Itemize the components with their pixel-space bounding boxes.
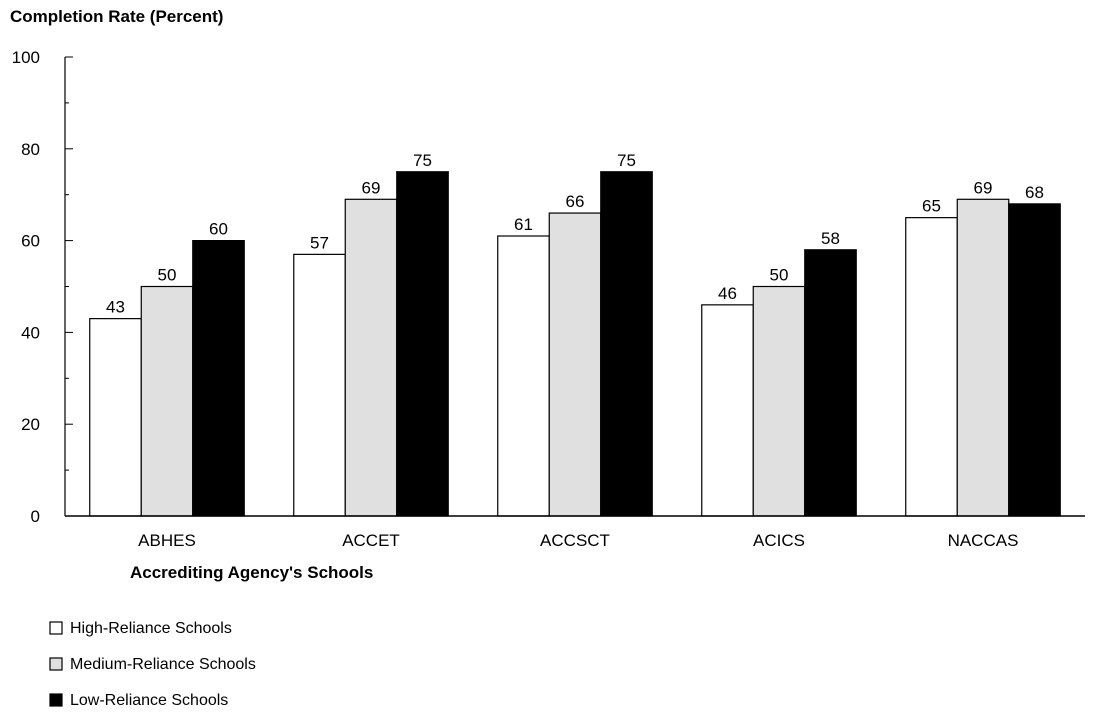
data-labels-group: 43 50 60 57 69 75 61 66 75 46 50 58 65 69 68 (106, 151, 1044, 317)
data-label: 60 (209, 220, 228, 239)
data-label: 75 (413, 151, 432, 170)
bar-accet-medium (344, 198, 398, 517)
bar-naccas-medium (956, 198, 1010, 517)
data-label: 69 (362, 178, 381, 197)
bar-accet-low (396, 171, 449, 517)
bar-naccas-high (905, 217, 958, 517)
y-tick-label: 20 (21, 415, 40, 434)
x-tick-label: ACCSCT (540, 531, 610, 550)
legend-swatch (49, 621, 63, 635)
y-axis: 0 20 40 60 80 100 (12, 48, 73, 526)
bar-accsct-medium (548, 212, 602, 517)
data-label: 68 (1025, 183, 1044, 202)
chart-title: Completion Rate (Percent) (10, 7, 223, 26)
x-tick-label: ABHES (138, 531, 196, 550)
data-label: 57 (310, 233, 329, 252)
y-tick-label: 0 (31, 507, 40, 526)
y-tick-label: 100 (12, 48, 40, 67)
x-tick-label: ACICS (753, 531, 805, 550)
data-label: 65 (922, 197, 941, 216)
bar-abhes-high (89, 318, 142, 517)
legend-entry: High-Reliance Schools (70, 620, 232, 637)
legend-entry: Low-Reliance Schools (70, 692, 228, 709)
x-axis-title: Accrediting Agency's Schools (130, 563, 373, 582)
data-label: 58 (821, 229, 840, 248)
data-label: 66 (566, 192, 585, 211)
bar-abhes-medium (140, 285, 194, 517)
x-tick-label: NACCAS (948, 531, 1019, 550)
x-axis: ABHES ACCET ACCSCT ACICS NACCAS (65, 515, 1085, 550)
data-label: 46 (718, 284, 737, 303)
legend-swatch (49, 693, 63, 707)
x-tick-label: ACCET (342, 531, 400, 550)
bar-accsct-high (497, 235, 550, 517)
y-tick-label: 80 (21, 140, 40, 159)
y-tick-label: 40 (21, 323, 40, 342)
legend-swatch (49, 657, 63, 671)
bar-acics-medium (752, 285, 806, 517)
data-label: 69 (974, 178, 993, 197)
bar-accet-high (293, 253, 346, 517)
data-label: 75 (617, 151, 636, 170)
data-label: 43 (106, 298, 125, 317)
y-tick-label: 60 (21, 232, 40, 251)
bar-acics-low (804, 249, 857, 517)
legend: High-Reliance Schools Medium-Reliance Sch… (49, 620, 256, 709)
bar-abhes-low (192, 240, 245, 517)
data-label: 61 (514, 215, 533, 234)
bar-accsct-low (600, 171, 653, 517)
legend-entry: Medium-Reliance Schools (70, 656, 256, 673)
bar-acics-high (701, 304, 754, 517)
data-label: 50 (158, 266, 177, 285)
bars-group (89, 171, 1061, 517)
data-label: 50 (770, 266, 789, 285)
bar-naccas-low (1008, 203, 1061, 517)
